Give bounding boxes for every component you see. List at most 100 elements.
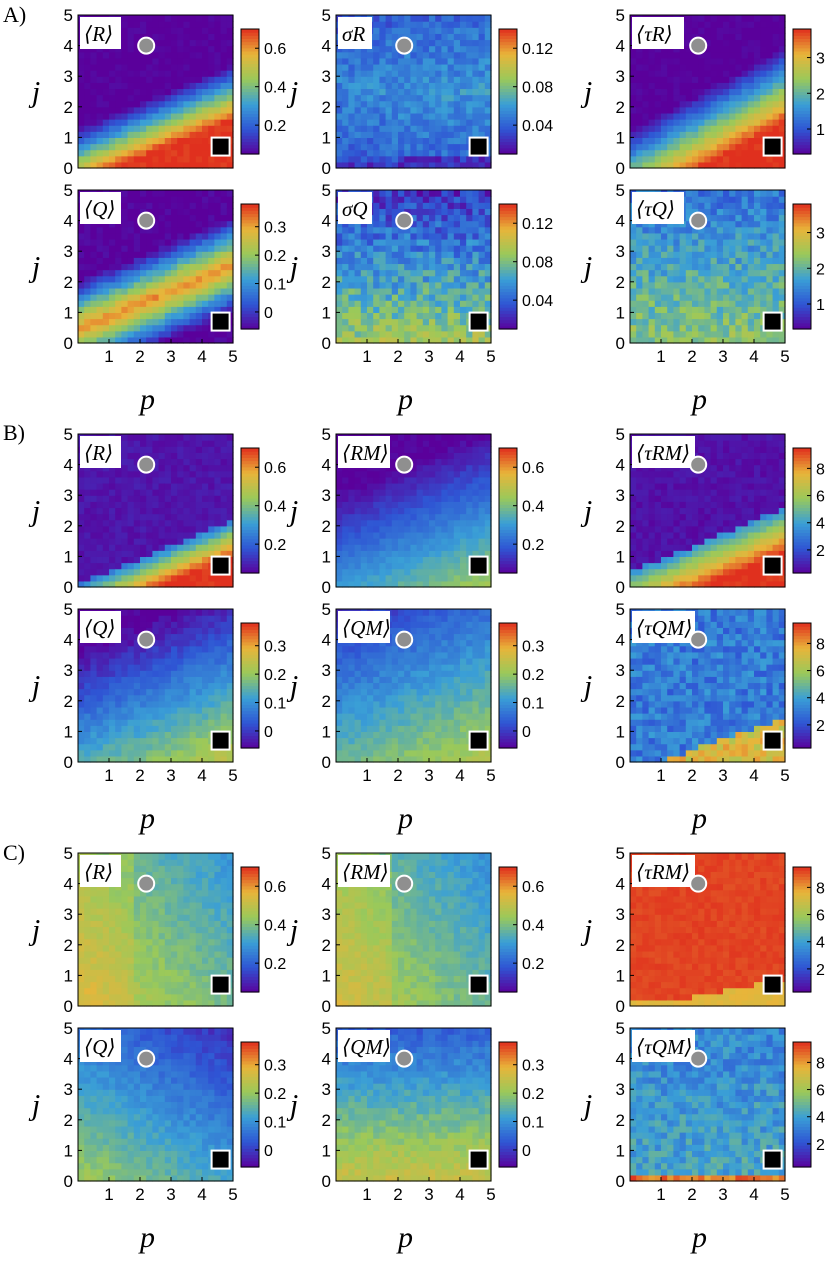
heatmap-cell <box>171 312 178 320</box>
heatmap-cell <box>661 294 668 301</box>
heatmap-cell <box>729 63 736 71</box>
x-tick-label: 3 <box>424 347 433 366</box>
heatmap-cell <box>177 45 184 53</box>
heatmap-cell <box>422 82 430 90</box>
heatmap-cell <box>220 51 228 59</box>
heatmap-cell <box>146 312 153 320</box>
heatmap-cell <box>760 76 767 83</box>
heatmap-cell <box>152 143 160 151</box>
heatmap-cell <box>348 306 356 313</box>
heatmap-cell <box>336 57 343 65</box>
heatmap-cell <box>723 70 730 77</box>
heatmap-cell <box>158 281 166 289</box>
heatmap-cell <box>171 482 178 490</box>
heatmap-cell <box>171 495 178 502</box>
heatmap-cell <box>398 318 405 326</box>
heatmap-cell <box>152 458 160 466</box>
colorbar-segment <box>241 82 259 86</box>
heatmap-cell <box>741 269 749 277</box>
y-tick-label: 0 <box>616 159 625 178</box>
heatmap-cell <box>367 300 374 307</box>
y-axis-label: j <box>286 76 298 109</box>
heatmap-cell <box>121 482 129 490</box>
heatmap-cell <box>183 507 191 515</box>
heatmap-cell <box>673 263 681 271</box>
heatmap-cell <box>747 119 755 126</box>
heatmap-cell <box>679 51 687 59</box>
heatmap-cell <box>146 556 153 564</box>
heatmap-cell <box>385 336 393 344</box>
heatmap-cell <box>214 458 222 466</box>
heatmap-cell <box>760 251 767 258</box>
heatmap-cell <box>127 489 135 496</box>
heatmap-cell <box>636 324 643 332</box>
heatmap-cell <box>115 495 122 502</box>
heatmap-cell <box>342 263 349 271</box>
heatmap-cell <box>379 251 387 258</box>
heatmap-cell <box>760 27 767 34</box>
heatmap-cell <box>729 251 736 258</box>
heatmap-cell <box>422 57 430 65</box>
heatmap-cell <box>158 464 166 472</box>
heatmap-cell <box>164 580 172 588</box>
colorbar-segment <box>241 476 259 480</box>
heatmap-cell <box>133 495 141 502</box>
colorbar-segment <box>241 523 259 527</box>
heatmap-cell <box>109 281 116 289</box>
heatmap-cell <box>636 149 643 157</box>
heatmap-cell <box>121 294 129 301</box>
heatmap-cell <box>189 464 197 472</box>
heatmap-cell <box>747 27 755 34</box>
heatmap-cell <box>460 226 467 234</box>
heatmap-cell <box>404 137 411 145</box>
heatmap-cell <box>195 434 203 441</box>
heatmap-cell <box>109 324 116 332</box>
heatmap-cell <box>336 149 343 157</box>
heatmap-cell <box>472 57 480 65</box>
heatmap-cell <box>336 106 343 114</box>
heatmap-cell <box>661 57 668 65</box>
heatmap-cell <box>778 88 786 96</box>
heatmap-cell <box>146 149 153 157</box>
heatmap-cell <box>422 119 430 126</box>
heatmap-cell <box>96 106 104 114</box>
marker-square <box>210 555 231 576</box>
heatmap-cell <box>133 57 141 65</box>
heatmap-cell <box>754 119 761 126</box>
heatmap-cell <box>741 149 749 157</box>
heatmap-cell <box>410 33 418 41</box>
heatmap-cell <box>109 287 116 295</box>
heatmap-cell <box>716 318 724 326</box>
heatmap-cell <box>102 568 110 576</box>
heatmap-cell <box>140 202 147 209</box>
y-axis-label: j <box>28 251 40 284</box>
heatmap-cell <box>723 214 730 222</box>
heatmap-cell <box>435 106 442 114</box>
heatmap-cell <box>710 51 718 59</box>
heatmap-cell <box>90 306 98 313</box>
heatmap-cell <box>140 538 147 545</box>
heatmap-cell <box>121 51 129 59</box>
heatmap-cell <box>747 281 755 289</box>
heatmap-cell <box>729 88 736 96</box>
heatmap-cell <box>214 263 222 271</box>
heatmap-cell <box>404 238 411 246</box>
heatmap-cell <box>336 238 343 246</box>
heatmap-cell <box>360 562 368 570</box>
heatmap-cell <box>146 232 153 240</box>
heatmap-cell <box>385 275 393 283</box>
colorbar-segment <box>499 269 517 274</box>
heatmap-cell <box>202 519 209 527</box>
colorbar-segment <box>499 57 517 61</box>
heatmap-cell <box>367 226 374 234</box>
heatmap-cell <box>220 287 228 295</box>
heatmap-cell <box>84 476 91 484</box>
heatmap-cell <box>208 538 215 545</box>
heatmap-cell <box>398 143 405 151</box>
heatmap-cell <box>189 568 197 576</box>
heatmap-cell <box>772 330 780 338</box>
colorbar-segment <box>241 504 259 508</box>
heatmap-cell <box>226 257 234 265</box>
heatmap-cell <box>354 82 362 90</box>
heatmap-cell <box>766 88 774 96</box>
